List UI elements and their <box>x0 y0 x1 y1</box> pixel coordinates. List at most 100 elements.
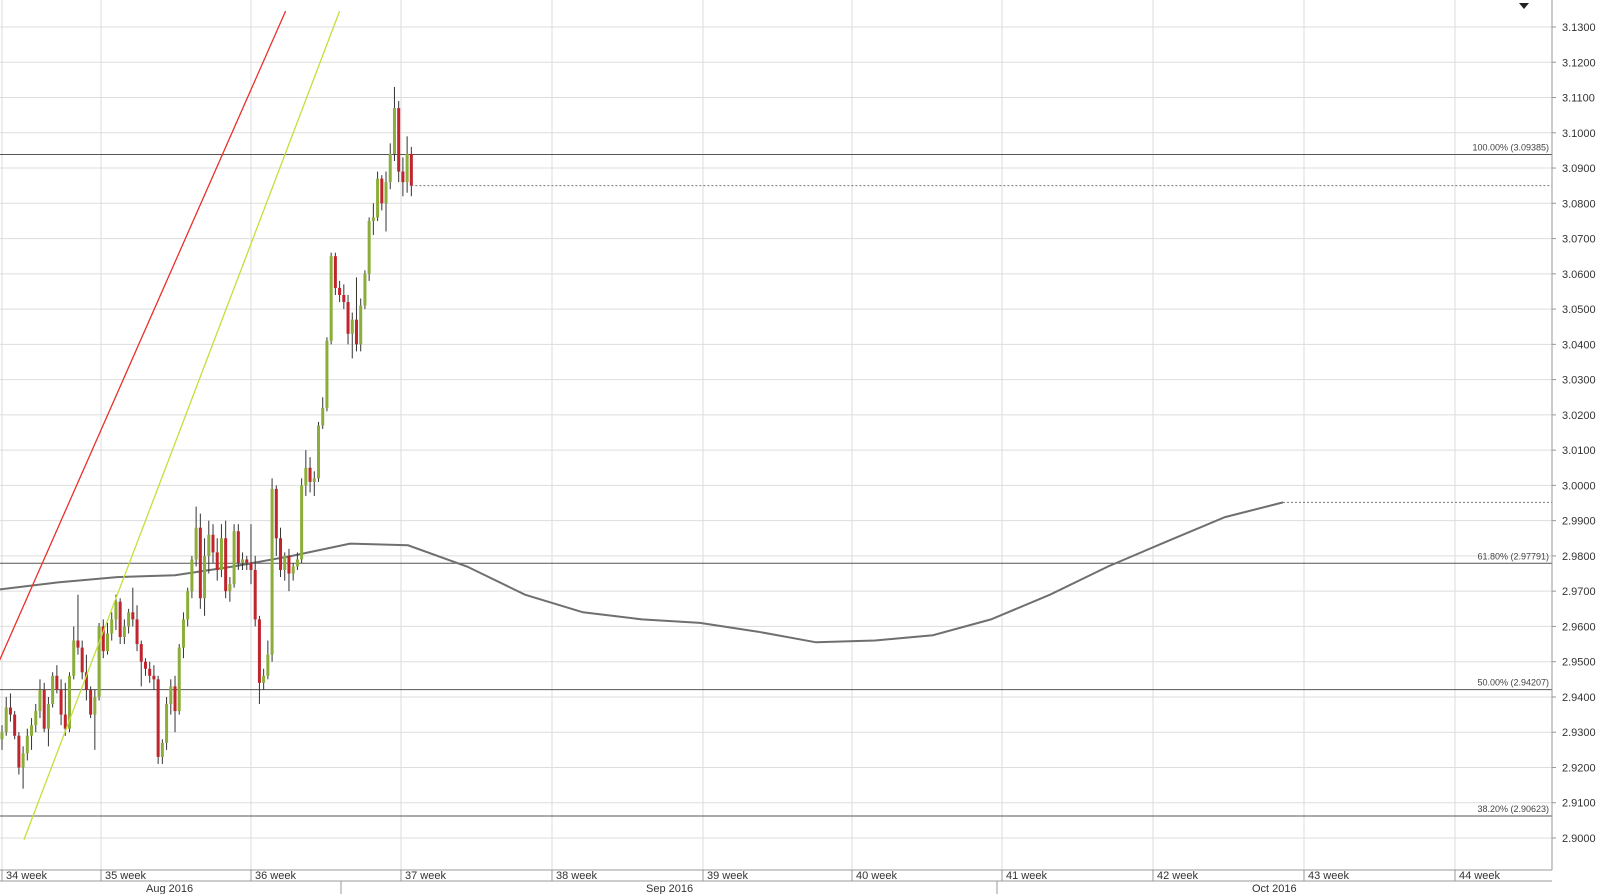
candle-body[interactable] <box>93 696 97 715</box>
candle-body[interactable] <box>279 538 283 571</box>
candle-body[interactable] <box>181 619 185 648</box>
candle-body[interactable] <box>262 675 266 683</box>
candle-body[interactable] <box>194 527 198 560</box>
candle-body[interactable] <box>224 538 228 592</box>
candle-body[interactable] <box>8 707 12 715</box>
candle-body[interactable] <box>409 153 413 186</box>
candle-body[interactable] <box>346 302 350 334</box>
candle-body[interactable] <box>114 601 118 620</box>
candle-body[interactable] <box>363 273 367 306</box>
candle-body[interactable] <box>143 661 147 669</box>
candle-body[interactable] <box>72 640 76 676</box>
candle-body[interactable] <box>228 584 232 592</box>
candle-body[interactable] <box>97 626 101 697</box>
candle-body[interactable] <box>287 555 291 574</box>
candle-body[interactable] <box>152 675 156 680</box>
candle-body[interactable] <box>342 294 346 303</box>
candle-body[interactable] <box>321 407 325 426</box>
candle-body[interactable] <box>76 640 80 648</box>
candle-body[interactable] <box>84 672 88 690</box>
candle-body[interactable] <box>236 531 240 563</box>
candle-body[interactable] <box>317 425 320 479</box>
candle-body[interactable] <box>405 153 409 183</box>
candle-body[interactable] <box>110 619 114 634</box>
candle-body[interactable] <box>338 287 342 295</box>
candle-body[interactable] <box>295 559 299 567</box>
candle-body[interactable] <box>207 534 211 556</box>
candle-body[interactable] <box>68 675 72 729</box>
candle-body[interactable] <box>30 725 34 736</box>
candle-body[interactable] <box>376 178 380 218</box>
candle-body[interactable] <box>215 552 219 571</box>
candle-body[interactable] <box>165 704 169 743</box>
candle-body[interactable] <box>325 340 329 408</box>
candle-body[interactable] <box>148 668 152 676</box>
candle-body[interactable] <box>392 108 396 154</box>
candle-body[interactable] <box>397 108 401 172</box>
candle-body[interactable] <box>266 654 270 676</box>
candle-body[interactable] <box>160 742 164 757</box>
candle-body[interactable] <box>42 689 46 729</box>
candle-body[interactable] <box>21 753 25 768</box>
candle-body[interactable] <box>101 626 105 652</box>
candle-body[interactable] <box>198 527 202 599</box>
candle-body[interactable] <box>173 686 177 712</box>
candle-body[interactable] <box>169 686 173 705</box>
candle-body[interactable] <box>257 619 261 683</box>
candle-body[interactable] <box>51 675 55 705</box>
trend-line-upper[interactable] <box>0 10 287 820</box>
candle-body[interactable] <box>80 647 84 673</box>
candle-body[interactable] <box>186 591 190 620</box>
candle-body[interactable] <box>25 735 29 754</box>
candle-body[interactable] <box>203 555 207 599</box>
candle-body[interactable] <box>211 534 215 553</box>
candle-body[interactable] <box>139 644 143 662</box>
candle-body[interactable] <box>300 485 304 560</box>
candle-body[interactable] <box>350 319 354 334</box>
candle-body[interactable] <box>122 626 126 638</box>
candle-body[interactable] <box>283 555 287 571</box>
candle-body[interactable] <box>0 732 4 740</box>
candle-body[interactable] <box>388 153 392 183</box>
candle-body[interactable] <box>135 619 139 645</box>
candle-body[interactable] <box>13 714 17 736</box>
candle-body[interactable] <box>34 711 38 726</box>
price-axis[interactable]: 2.9000 2.9100 2.9200 2.9300 2.9400 2.9500 2.96… <box>1551 0 1617 870</box>
candle-body[interactable] <box>219 538 223 571</box>
candle-body[interactable] <box>253 570 257 620</box>
candle-body[interactable] <box>367 220 371 274</box>
candle-body[interactable] <box>312 478 316 482</box>
candle-body[interactable] <box>384 182 388 204</box>
candle-body[interactable] <box>245 559 249 563</box>
candle-body[interactable] <box>333 256 337 288</box>
candle-body[interactable] <box>131 612 135 620</box>
candle-body[interactable] <box>89 689 93 715</box>
candle-body[interactable] <box>270 488 274 655</box>
candle-body[interactable] <box>4 707 8 733</box>
trend-line-lower[interactable] <box>23 10 341 840</box>
candle-body[interactable] <box>17 735 21 768</box>
candle-body[interactable] <box>55 675 59 690</box>
candle-body[interactable] <box>371 217 375 221</box>
candle-body[interactable] <box>359 305 363 345</box>
candle-body[interactable] <box>249 562 253 571</box>
candle-body[interactable] <box>190 559 194 592</box>
candle-body[interactable] <box>308 467 312 482</box>
candle-body[interactable] <box>59 689 63 715</box>
candle-body[interactable] <box>274 488 278 539</box>
candle-body[interactable] <box>106 633 109 652</box>
candle-body[interactable] <box>177 647 181 712</box>
time-axis[interactable]: 34 week 35 week 36 week 37 week 38 week 39 we… <box>0 869 1617 894</box>
candle-body[interactable] <box>401 171 405 183</box>
candle-body[interactable] <box>127 612 131 627</box>
candle-body[interactable] <box>291 566 295 574</box>
candle-body[interactable] <box>329 256 333 341</box>
candle-body[interactable] <box>38 689 42 712</box>
candle-body[interactable] <box>232 531 236 585</box>
candle-body[interactable] <box>241 559 245 563</box>
candle-body[interactable] <box>304 467 308 486</box>
candle-body[interactable] <box>156 679 160 757</box>
candle-body[interactable] <box>46 704 50 729</box>
candle-body[interactable] <box>354 319 358 345</box>
